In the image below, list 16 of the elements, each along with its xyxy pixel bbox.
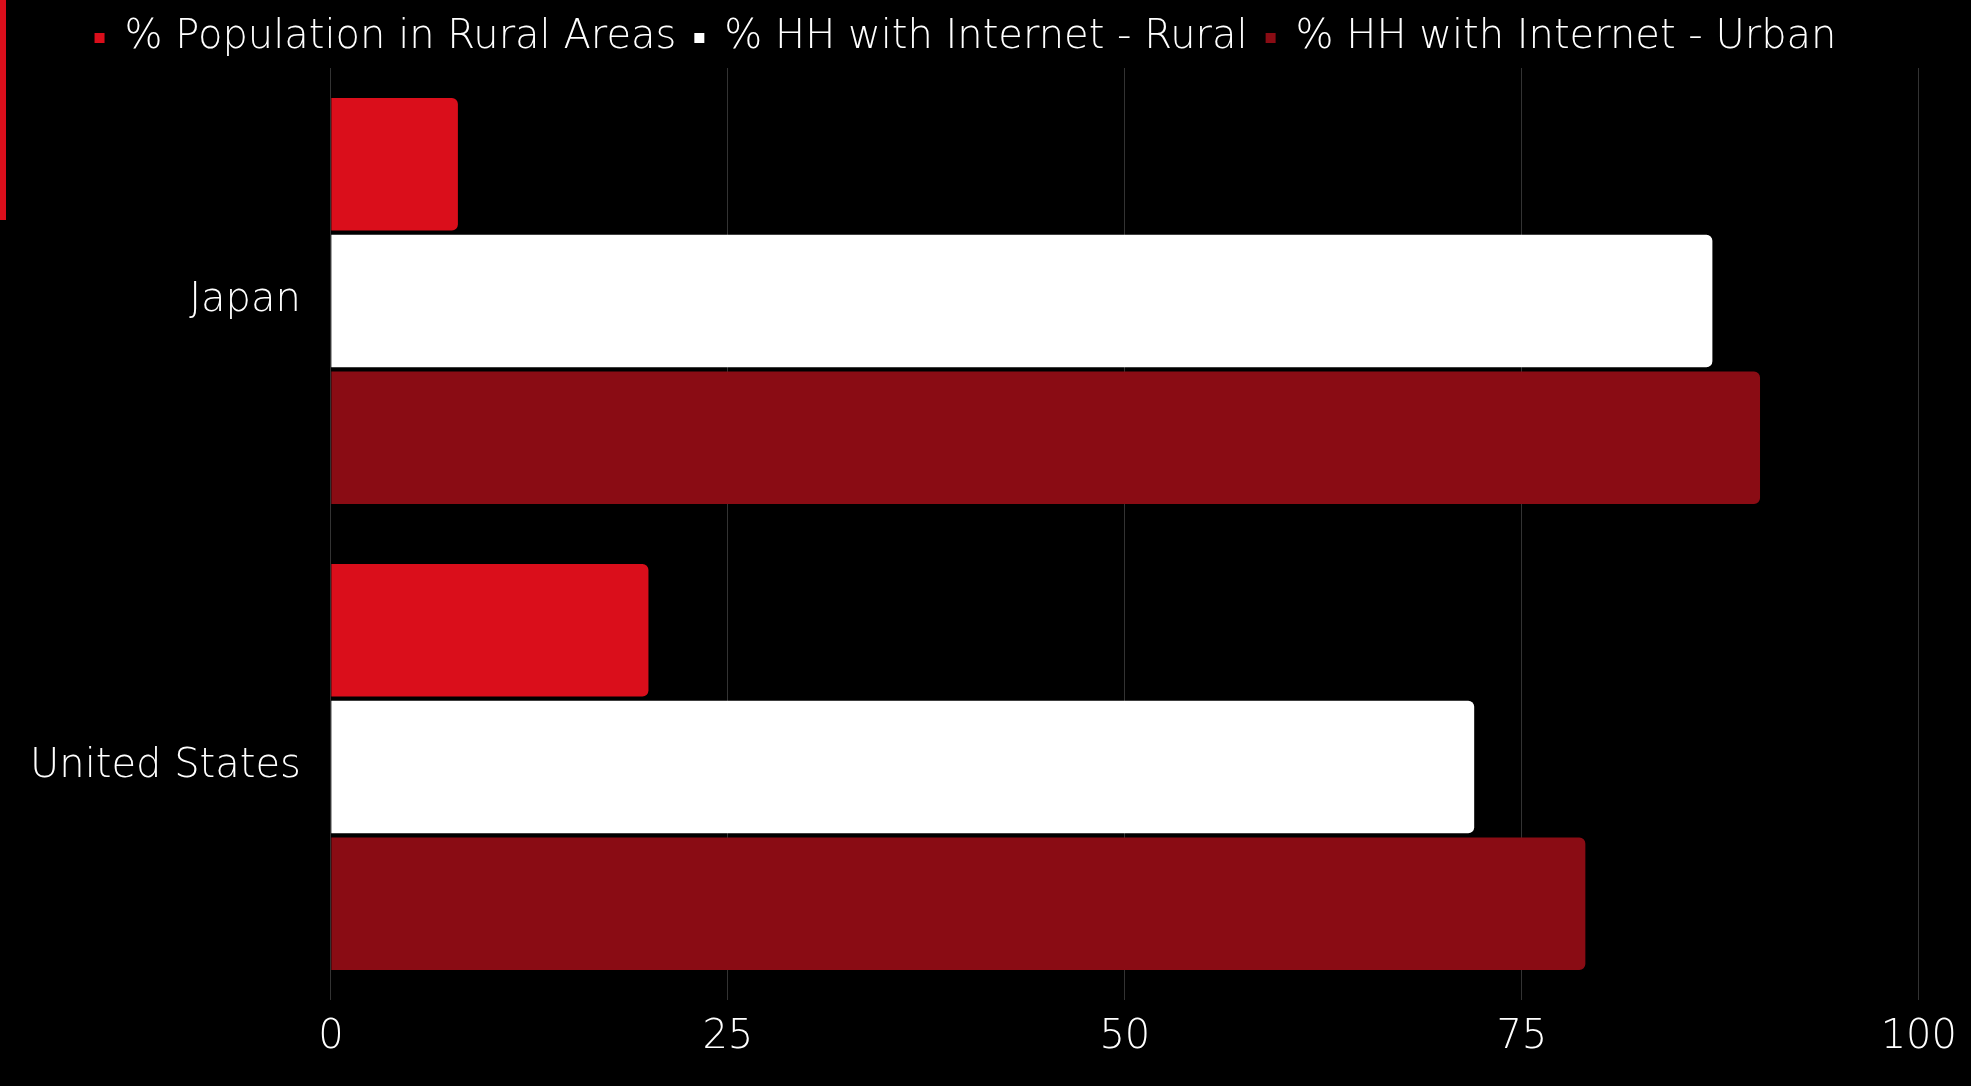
bar — [331, 98, 458, 231]
bar — [331, 564, 649, 697]
x-tick-label: 50 — [1099, 1011, 1151, 1058]
bar — [331, 700, 1475, 834]
legend-label: % HH with Internet - Urban — [1295, 11, 1837, 58]
x-tick-label: 0 — [318, 1011, 344, 1058]
x-tick-label: 25 — [702, 1011, 754, 1058]
bar — [331, 234, 1713, 368]
bar — [331, 371, 1761, 504]
y-tick-label: Japan — [189, 274, 301, 321]
legend-label: % Population in Rural Areas — [124, 11, 677, 58]
x-tick-label: 100 — [1880, 1011, 1958, 1058]
y-tick-label: United States — [30, 740, 301, 787]
legend-label: % HH with Internet - Rural — [724, 11, 1248, 58]
bar — [331, 837, 1586, 970]
x-tick-label: 75 — [1496, 1011, 1548, 1058]
